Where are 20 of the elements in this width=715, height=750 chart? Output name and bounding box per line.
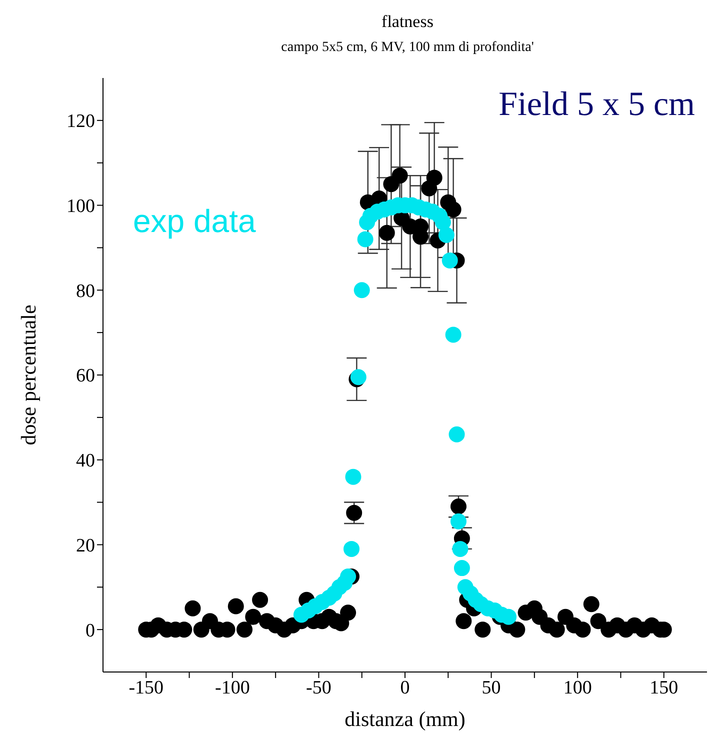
x-tick-label: -50 [306, 677, 332, 698]
x-tick-label: -100 [215, 677, 250, 698]
text: exp data [133, 203, 256, 240]
chart-title: flatness [380, 12, 434, 32]
y-tick-label: 20 [76, 535, 95, 556]
y-tick-label: 80 [76, 280, 95, 302]
y-tick-label: 120 [66, 111, 95, 132]
x-tick-label: 50 [482, 677, 501, 698]
y-tick-label: 0 [86, 620, 95, 642]
x-tick-label: -150 [128, 677, 164, 698]
y-tick-label: 60 [76, 366, 95, 387]
x-tick-label: 150 [650, 677, 678, 698]
x-tick-label: 100 [563, 677, 592, 698]
y-tick-label: 100 [66, 196, 95, 218]
y-axis-title: dose percentuale [16, 304, 40, 446]
x-tick-label: 0 [400, 677, 410, 698]
annotation: Field 5 x 5 cm [498, 86, 695, 124]
y-tick-label: 40 [76, 450, 95, 472]
chart-subtitle: campo 5x5 cm, 6 MV, 100 mm di profondita' [280, 40, 535, 56]
x-axis-title: distanza (mm) [344, 707, 466, 731]
